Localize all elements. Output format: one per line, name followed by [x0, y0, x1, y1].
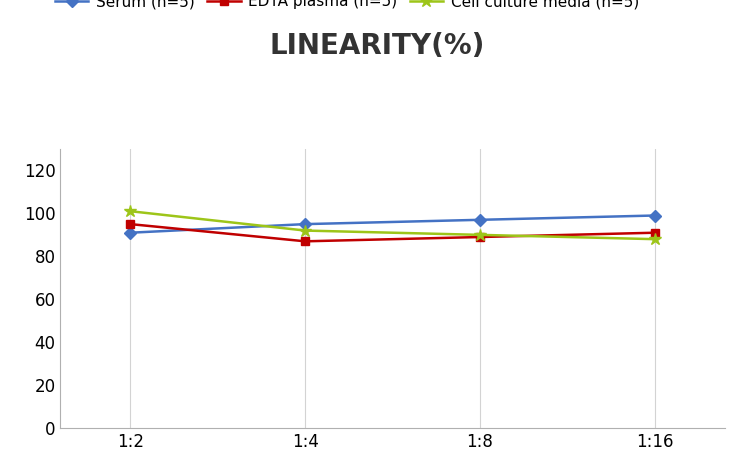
Serum (n=5) — [650, 213, 659, 218]
EDTA plasma (n=5) — [476, 235, 485, 240]
EDTA plasma (n=5) — [126, 221, 135, 227]
Cell culture media (n=5) — [126, 208, 135, 214]
EDTA plasma (n=5) — [300, 239, 310, 244]
Cell culture media (n=5) — [650, 236, 659, 242]
Cell culture media (n=5) — [476, 232, 485, 238]
Serum (n=5) — [476, 217, 485, 222]
Cell culture media (n=5) — [300, 228, 310, 233]
Legend: Serum (n=5), EDTA plasma (n=5), Cell culture media (n=5): Serum (n=5), EDTA plasma (n=5), Cell cul… — [55, 0, 639, 9]
Serum (n=5) — [300, 221, 310, 227]
Text: LINEARITY(%): LINEARITY(%) — [270, 32, 485, 60]
Serum (n=5) — [126, 230, 135, 235]
Line: EDTA plasma (n=5): EDTA plasma (n=5) — [126, 220, 659, 245]
EDTA plasma (n=5) — [650, 230, 659, 235]
Line: Cell culture media (n=5): Cell culture media (n=5) — [124, 205, 661, 245]
Line: Serum (n=5): Serum (n=5) — [126, 212, 659, 237]
